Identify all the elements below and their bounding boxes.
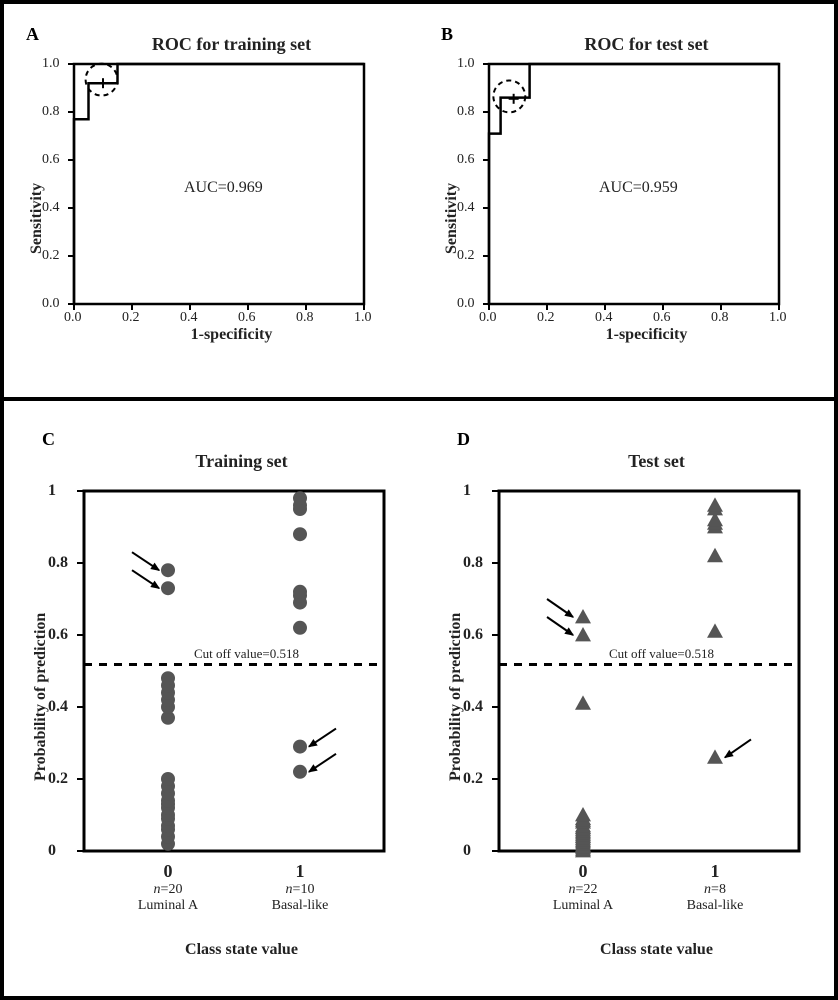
ytick-label: 0.6 xyxy=(48,626,68,644)
ytick-label: 0.8 xyxy=(457,104,475,120)
panel-A-auc: AUC=0.969 xyxy=(184,179,263,197)
ytick-label: 1.0 xyxy=(42,56,60,72)
ytick-label: 0.0 xyxy=(457,296,475,312)
ytick-label: 0.8 xyxy=(463,554,483,572)
ytick-label: 0.8 xyxy=(42,104,60,120)
panel-B-auc: AUC=0.959 xyxy=(599,179,678,197)
xtick-label: 0.8 xyxy=(711,310,729,326)
ytick-label: 0.8 xyxy=(48,554,68,572)
ytick-label: 0.6 xyxy=(457,152,475,168)
panel-A: A ROC for training set AUC=0.969 Sensiti… xyxy=(4,4,419,397)
ytick-label: 1 xyxy=(463,482,471,500)
panel-B-ylabel: Sensitivity xyxy=(443,183,461,254)
panel-D-cutoff-text: Cut off value=0.518 xyxy=(609,646,714,662)
ytick-label: 1 xyxy=(48,482,56,500)
xtick-label: 1.0 xyxy=(354,310,372,326)
figure-container: A ROC for training set AUC=0.969 Sensiti… xyxy=(0,0,838,1000)
panel-D: D Test set Cut off value=0.518 Probabili… xyxy=(419,401,834,996)
category-label: 1n=10Basal-like xyxy=(250,861,350,914)
ytick-label: 0.4 xyxy=(48,698,68,716)
ytick-label: 0.4 xyxy=(457,200,475,216)
ytick-label: 0 xyxy=(463,842,471,860)
xtick-label: 0.2 xyxy=(122,310,140,326)
xtick-label: 0.0 xyxy=(64,310,82,326)
panel-B-xlabel: 1-specificity xyxy=(439,326,838,344)
xtick-label: 0.8 xyxy=(296,310,314,326)
bottom-row: C Training set Cut off value=0.518 Proba… xyxy=(4,401,834,996)
top-row: A ROC for training set AUC=0.969 Sensiti… xyxy=(4,4,834,401)
xtick-label: 0.0 xyxy=(479,310,497,326)
ytick-label: 0.2 xyxy=(457,248,475,264)
panel-D-xlabel: Class state value xyxy=(449,941,838,959)
category-label: 0n=22Luminal A xyxy=(533,861,633,914)
category-label: 1n=8Basal-like xyxy=(665,861,765,914)
ytick-label: 0.4 xyxy=(42,200,60,216)
ytick-label: 0.4 xyxy=(463,698,483,716)
ytick-label: 0.6 xyxy=(463,626,483,644)
xtick-label: 0.4 xyxy=(595,310,613,326)
panel-C-xlabel: Class state value xyxy=(34,941,449,959)
ytick-label: 0.2 xyxy=(42,248,60,264)
ytick-label: 0.6 xyxy=(42,152,60,168)
panel-A-xlabel: 1-specificity xyxy=(24,326,439,344)
panel-B: B ROC for test set AUC=0.959 Sensitivity… xyxy=(419,4,834,397)
xtick-label: 0.6 xyxy=(653,310,671,326)
panel-C-cutoff-text: Cut off value=0.518 xyxy=(194,646,299,662)
xtick-label: 0.6 xyxy=(238,310,256,326)
ytick-label: 1.0 xyxy=(457,56,475,72)
ytick-label: 0.2 xyxy=(48,770,68,788)
xtick-label: 0.2 xyxy=(537,310,555,326)
ytick-label: 0.2 xyxy=(463,770,483,788)
ytick-label: 0 xyxy=(48,842,56,860)
xtick-label: 0.4 xyxy=(180,310,198,326)
xtick-label: 1.0 xyxy=(769,310,787,326)
panel-C: C Training set Cut off value=0.518 Proba… xyxy=(4,401,419,996)
panel-A-ylabel: Sensitivity xyxy=(28,183,46,254)
category-label: 0n=20Luminal A xyxy=(118,861,218,914)
ytick-label: 0.0 xyxy=(42,296,60,312)
